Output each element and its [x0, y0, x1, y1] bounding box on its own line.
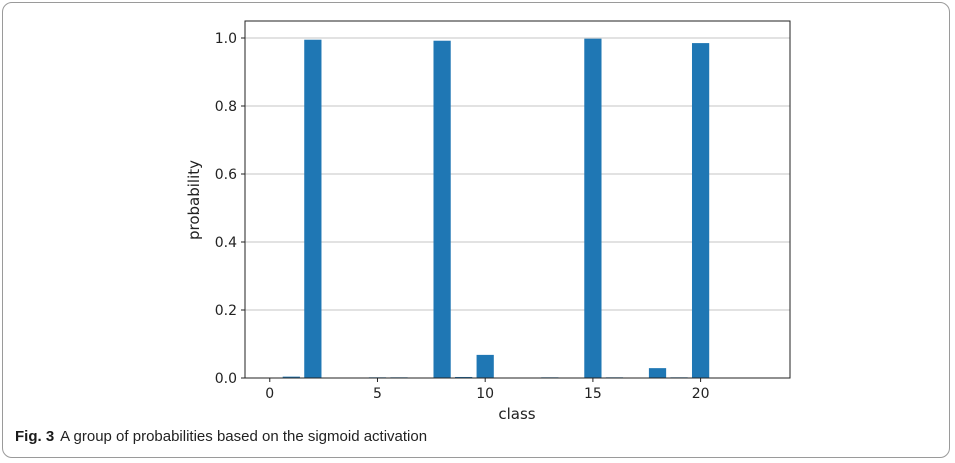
bar: [433, 40, 451, 378]
figure-label: Fig. 3: [15, 428, 55, 445]
caption-text: A group of probabilities based on the si…: [60, 428, 428, 445]
bar: [282, 376, 300, 378]
y-tick-label: 0.6: [215, 167, 237, 183]
x-tick-label: 0: [265, 386, 274, 402]
x-tick-label: 5: [373, 386, 382, 402]
bar: [304, 39, 322, 378]
x-tick-label: 10: [476, 386, 494, 402]
y-tick-label: 0.4: [215, 235, 237, 251]
y-tick-label: 0.0: [215, 371, 237, 387]
x-tick-label: 20: [692, 386, 710, 402]
y-tick-label: 0.2: [215, 303, 237, 319]
y-axis-title: probability: [185, 160, 203, 240]
figure-caption: Fig. 3 A group of probabilities based on …: [15, 428, 427, 445]
bar: [648, 368, 667, 378]
bar-chart: 0.0 0.2 0.4 0.6 0.8 1.0 0 5 10 15 20 class probab…: [185, 20, 791, 420]
bars: [282, 38, 710, 379]
plot-area-frame: [244, 20, 791, 379]
bar: [455, 376, 473, 378]
y-tick-label: 1.0: [215, 31, 237, 47]
y-axis: 0.0 0.2 0.4 0.6 0.8 1.0: [215, 31, 245, 387]
x-axis: 0 5 10 15 20: [265, 378, 710, 402]
x-tick-label: 15: [584, 386, 602, 402]
y-tick-label: 0.8: [215, 99, 237, 115]
bar: [584, 38, 602, 379]
x-axis-title: class: [498, 405, 535, 420]
figure-frame: [2, 2, 950, 458]
bar: [476, 354, 494, 378]
bar: [691, 43, 710, 378]
